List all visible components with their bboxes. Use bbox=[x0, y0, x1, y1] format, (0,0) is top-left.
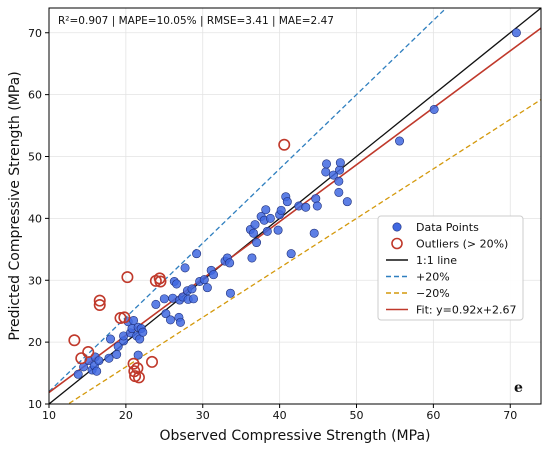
data-point-65 bbox=[286, 249, 296, 259]
legend: Data Points Outliers (> 20%) 1:1 line +20% −… bbox=[377, 215, 524, 321]
data-point-76 bbox=[335, 165, 345, 175]
data-point-8 bbox=[104, 353, 114, 363]
data-point-52 bbox=[248, 228, 258, 238]
data-point-21 bbox=[133, 350, 143, 360]
data-markers bbox=[68, 28, 521, 384]
data-point-60 bbox=[273, 225, 283, 235]
data-point-23 bbox=[138, 327, 148, 337]
data-point-39 bbox=[189, 294, 199, 304]
outlier-point-4 bbox=[93, 294, 106, 307]
data-point-75 bbox=[334, 176, 344, 186]
data-point-42 bbox=[199, 275, 209, 285]
x-tick-label-1: 20 bbox=[119, 409, 133, 422]
data-point-40 bbox=[192, 249, 202, 259]
y-axis-label: Predicted Compressive Strength (MPa) bbox=[7, 71, 23, 340]
series-line-4 bbox=[67, 99, 541, 404]
y-tick-label-6: 70 bbox=[28, 27, 42, 40]
data-point-24 bbox=[151, 299, 161, 309]
legend-marker-1 bbox=[391, 237, 403, 250]
data-point-5 bbox=[92, 366, 102, 376]
data-point-72 bbox=[322, 159, 332, 169]
data-point-48 bbox=[225, 258, 235, 268]
legend-label-0: Data Points bbox=[416, 221, 479, 234]
data-point-0 bbox=[73, 369, 83, 379]
data-point-71 bbox=[321, 167, 331, 177]
data-point-70 bbox=[312, 201, 322, 211]
data-point-59 bbox=[265, 213, 275, 223]
x-tick-label-6: 70 bbox=[503, 409, 517, 422]
y-tick-label-1: 20 bbox=[28, 336, 42, 349]
x-tick-label-2: 30 bbox=[196, 409, 210, 422]
legend-marker-0 bbox=[392, 222, 402, 232]
data-point-68 bbox=[309, 228, 319, 238]
x-tick-label-3: 40 bbox=[273, 409, 287, 422]
data-point-27 bbox=[165, 315, 175, 325]
axis-ticks: 10 20 30 40 50 60 70 10 20 30 40 50 60 70 bbox=[28, 27, 517, 422]
data-point-62 bbox=[276, 205, 286, 215]
metrics-text: R²=0.907 | MAPE=10.05% | RMSE=3.41 | MAE… bbox=[58, 15, 334, 27]
data-point-11 bbox=[113, 341, 123, 351]
data-point-38 bbox=[187, 284, 197, 294]
y-tick-label-5: 60 bbox=[28, 89, 42, 102]
data-point-30 bbox=[172, 279, 182, 289]
outlier-point-3 bbox=[93, 298, 106, 311]
data-point-25 bbox=[159, 294, 169, 304]
data-point-78 bbox=[342, 197, 352, 207]
data-point-81 bbox=[511, 28, 521, 38]
legend-label-2: 1:1 line bbox=[416, 254, 457, 267]
data-point-54 bbox=[252, 238, 262, 248]
outlier-point-1 bbox=[75, 352, 88, 365]
legend-label-4: −20% bbox=[416, 287, 450, 300]
legend-box bbox=[377, 215, 524, 321]
data-point-49 bbox=[225, 288, 235, 298]
outlier-point-2 bbox=[82, 346, 95, 359]
y-tick-label-2: 30 bbox=[28, 274, 42, 287]
panel-label: e bbox=[514, 380, 523, 396]
data-point-45 bbox=[209, 270, 219, 280]
x-tick-label-4: 50 bbox=[350, 409, 364, 422]
data-point-80 bbox=[429, 104, 439, 114]
outlier-point-17 bbox=[278, 138, 291, 151]
y-tick-label-0: 10 bbox=[28, 398, 42, 411]
data-point-7 bbox=[94, 356, 104, 366]
data-point-33 bbox=[175, 317, 185, 327]
x-tick-label-5: 60 bbox=[426, 409, 440, 422]
legend-label-1: Outliers (> 20%) bbox=[416, 238, 508, 251]
outlier-point-7 bbox=[121, 271, 134, 284]
outlier-point-13 bbox=[146, 355, 159, 368]
outlier-point-0 bbox=[68, 334, 81, 347]
legend-label-3: +20% bbox=[416, 271, 450, 284]
data-point-64 bbox=[282, 197, 292, 207]
data-point-10 bbox=[112, 349, 122, 359]
data-point-26 bbox=[161, 309, 171, 319]
data-point-73 bbox=[328, 170, 338, 180]
plot-frame bbox=[48, 7, 542, 405]
data-point-79 bbox=[395, 136, 405, 146]
data-point-67 bbox=[301, 202, 311, 212]
outlier-point-12 bbox=[132, 371, 145, 384]
data-point-35 bbox=[180, 263, 190, 273]
data-point-53 bbox=[250, 220, 260, 230]
series-line-3 bbox=[49, 8, 448, 393]
y-tick-label-3: 40 bbox=[28, 212, 42, 225]
data-point-69 bbox=[311, 194, 321, 204]
data-point-77 bbox=[335, 158, 345, 168]
outlier-point-6 bbox=[118, 311, 131, 324]
y-tick-label-4: 50 bbox=[28, 151, 42, 164]
data-point-51 bbox=[247, 253, 257, 263]
outlier-point-11 bbox=[131, 362, 144, 375]
data-point-58 bbox=[262, 226, 272, 236]
legend-label-5: Fit: y=0.92x+2.67 bbox=[416, 304, 517, 317]
x-tick-label-0: 10 bbox=[42, 409, 56, 422]
data-point-9 bbox=[106, 334, 116, 344]
data-point-57 bbox=[261, 205, 271, 215]
data-point-74 bbox=[334, 187, 344, 197]
data-point-43 bbox=[202, 283, 212, 293]
outlier-point-16 bbox=[154, 275, 167, 288]
x-axis-label: Observed Compressive Strength (MPa) bbox=[160, 428, 431, 444]
